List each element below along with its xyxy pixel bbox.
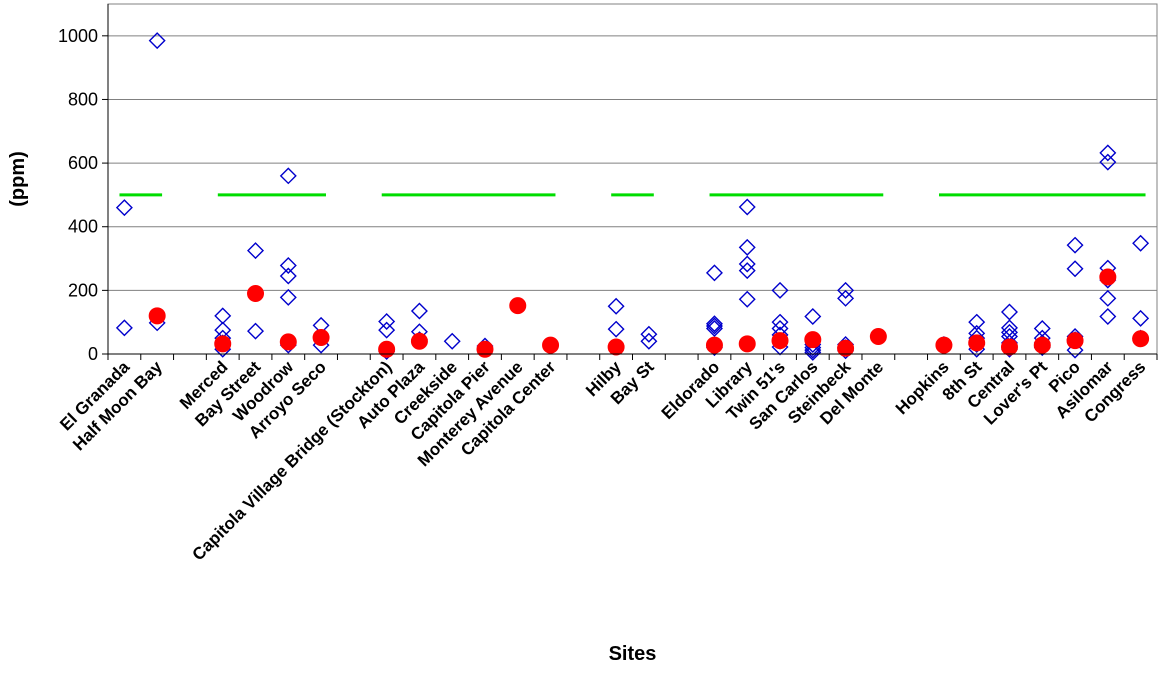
y-axis-ticks: 0 200 400 600 800 1000 [58, 26, 108, 364]
circle-series [148, 268, 1150, 358]
diamond-point [1099, 307, 1117, 325]
circle-point [837, 339, 855, 357]
diamond-point [738, 262, 756, 280]
circle-point [1033, 336, 1051, 354]
diamond-point [1132, 234, 1150, 252]
diamond-point [738, 198, 756, 216]
diamond-point [378, 321, 396, 339]
diamond-point [247, 242, 265, 260]
circle-point [1099, 268, 1117, 286]
y-axis-title: (ppm) [7, 151, 29, 207]
y-tick-label: 0 [88, 344, 98, 364]
circle-point [1066, 332, 1084, 350]
diamond-point [1132, 309, 1150, 327]
diamond-point [738, 238, 756, 256]
diamond-point [771, 313, 789, 331]
diamond-point [214, 307, 232, 325]
diamond-point [804, 343, 822, 361]
circle-point [705, 336, 723, 354]
diamond-point [1066, 341, 1084, 359]
diamond-point [443, 332, 461, 350]
diamond-point [640, 332, 658, 350]
circle-point [148, 307, 166, 325]
circle-point [1132, 330, 1150, 348]
diamond-point [1000, 319, 1018, 337]
circle-point [312, 328, 330, 346]
diamond-point [279, 288, 297, 306]
diamond-point [410, 302, 428, 320]
diamond-point [1066, 236, 1084, 254]
circle-point [542, 336, 560, 354]
circle-point [607, 338, 625, 356]
diamond-point [1099, 153, 1117, 171]
diamond-point [1099, 289, 1117, 307]
diamond-point [738, 290, 756, 308]
diamond-series [115, 32, 1150, 361]
circle-point [771, 332, 789, 350]
diamond-point [705, 264, 723, 282]
diamond-point [705, 317, 723, 335]
diamond-point [705, 315, 723, 333]
diamond-point [279, 257, 297, 275]
circle-point [476, 340, 494, 358]
circle-point [738, 335, 756, 353]
circle-point [869, 328, 887, 345]
y-tick-label: 600 [68, 153, 98, 173]
circle-point [509, 297, 527, 315]
diamond-point [115, 199, 133, 217]
circle-point [378, 340, 396, 358]
y-tick-label: 400 [68, 217, 98, 237]
diamond-point [837, 281, 855, 299]
y-tick-label: 200 [68, 280, 98, 300]
diamond-point [738, 255, 756, 273]
diamond-point [607, 320, 625, 338]
x-axis-title: Sites [609, 643, 657, 665]
circle-point [935, 336, 953, 354]
gridlines [108, 35, 1157, 291]
diamond-point [115, 319, 133, 337]
diamond-point [804, 341, 822, 359]
diamond-point [771, 281, 789, 299]
diamond-point [279, 167, 297, 185]
circle-point [214, 335, 232, 353]
diamond-point [1033, 320, 1051, 338]
circle-point [968, 334, 986, 352]
y-tick-label: 800 [68, 89, 98, 109]
diamond-point [378, 313, 396, 331]
diamond-point [247, 322, 265, 340]
circle-point [804, 331, 822, 349]
diamond-point [705, 320, 723, 338]
diamond-point [1099, 144, 1117, 162]
diamond-point [279, 267, 297, 285]
diamond-point [804, 307, 822, 325]
circle-point [279, 333, 297, 351]
diamond-point [837, 289, 855, 307]
y-tick-label: 1000 [58, 26, 98, 46]
diamond-point [1000, 323, 1018, 341]
circle-point [247, 285, 265, 303]
diamond-point [607, 297, 625, 315]
diamond-point [1066, 260, 1084, 278]
circle-point [1000, 338, 1018, 356]
diamond-point [1000, 303, 1018, 321]
plot-area [107, 3, 1158, 355]
diamond-point [148, 32, 166, 50]
diamond-point [640, 325, 658, 343]
diamond-point [968, 313, 986, 331]
circle-point [410, 332, 428, 350]
